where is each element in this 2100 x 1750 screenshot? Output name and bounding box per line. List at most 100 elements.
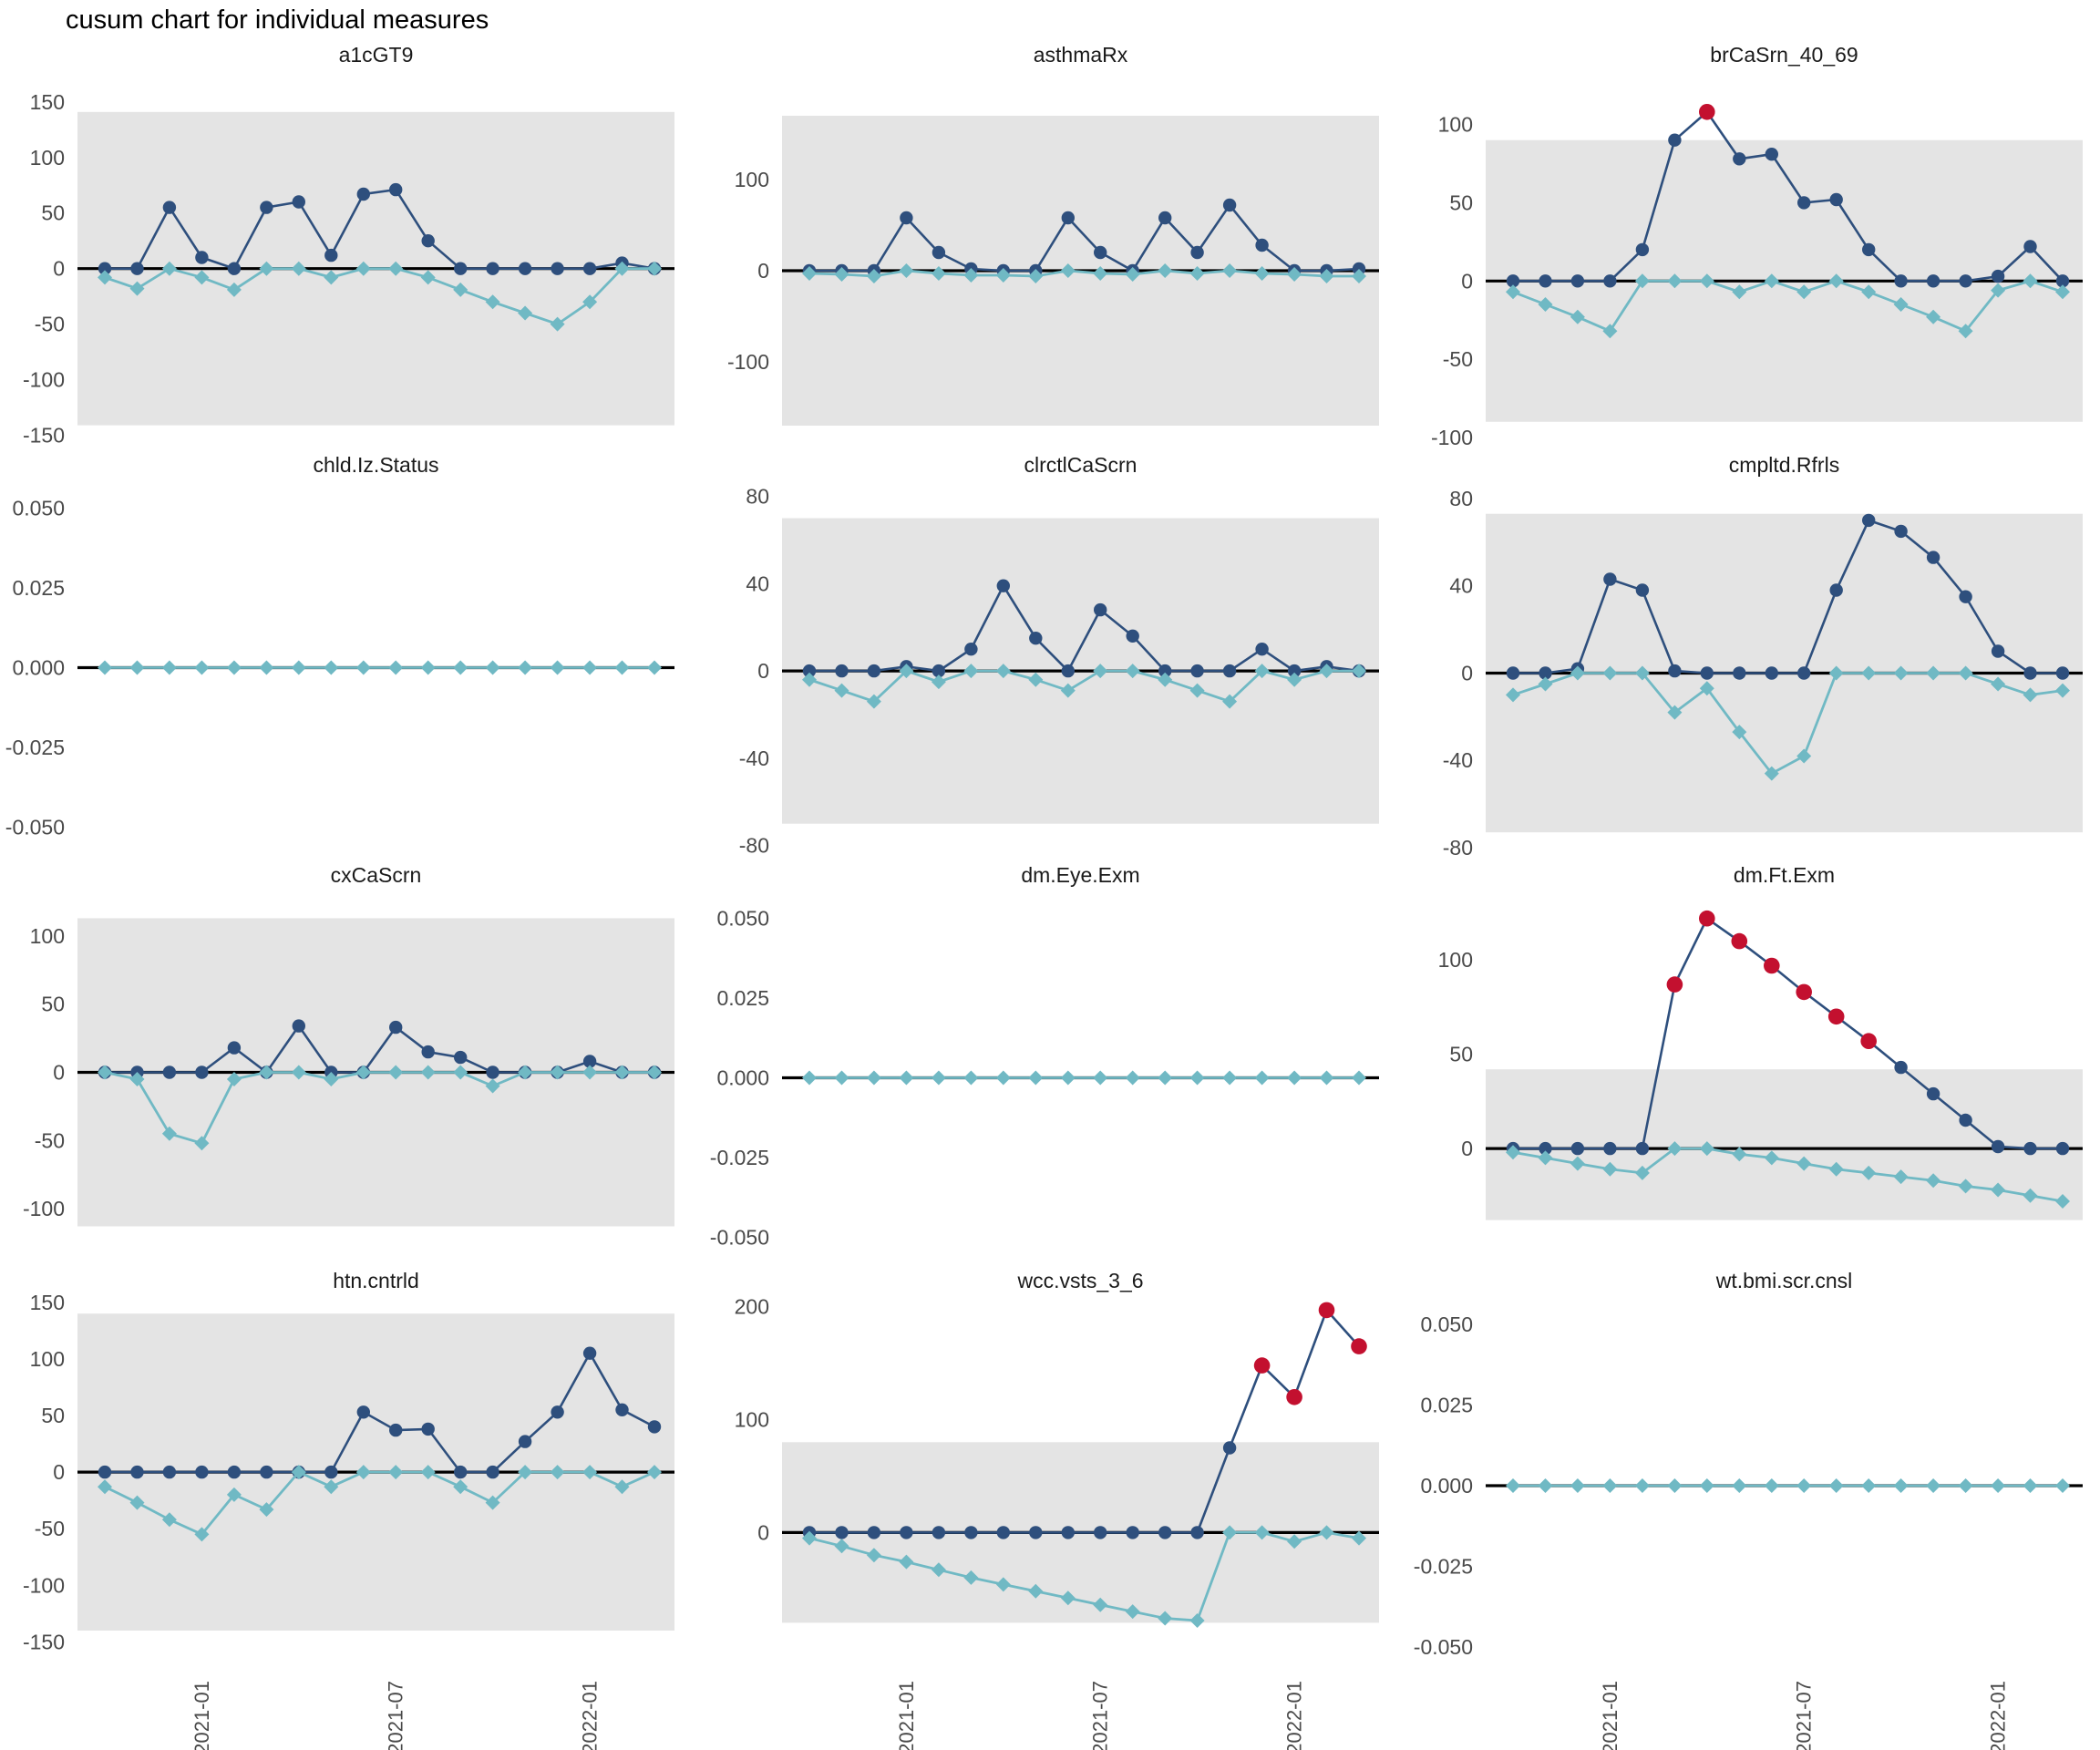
y-tick-label: 200 [735,1295,769,1319]
upper-point [2023,240,2037,253]
lower-point [161,660,177,675]
signal-point [1827,1008,1845,1025]
lower-point [1828,665,1844,681]
lower-point [388,261,404,276]
upper-point [1829,192,1843,207]
upper-point [292,1019,305,1033]
lower-point [291,660,306,675]
upper-point [1991,644,2005,658]
upper-point [835,664,849,678]
upper-point [162,1465,177,1479]
lower-point [1893,297,1909,312]
lower-point [1254,266,1270,281]
y-tick-label: -0.050 [710,1225,769,1249]
upper-point [260,1465,273,1479]
lower-point [194,1527,210,1542]
lower-point [129,1495,145,1510]
lower-point [1222,1525,1238,1540]
upper-point [1894,524,1908,539]
lower-point [1667,705,1683,720]
upper-point [1635,583,1650,597]
facet-title: brCaSrn_40_69 [1710,43,1858,67]
facet-title: dm.Eye.Exm [1021,863,1139,887]
lower-point [1732,284,1747,300]
lower-point [485,1078,500,1094]
lower-point [1093,1597,1108,1612]
upper-point [1926,274,1940,288]
lower-point [1319,664,1334,679]
upper-point [1255,238,1269,252]
lower-point [420,660,436,675]
upper-point [1603,274,1617,288]
upper-point [356,187,370,201]
y-tick-label: 0.050 [716,907,769,931]
upper-point [130,1465,144,1479]
lower-point [582,1465,598,1480]
lower-point [1352,664,1366,679]
upper-point [2023,1141,2037,1156]
lower-point [1506,284,1520,300]
upper-point [195,251,209,264]
lower-point [1893,665,1909,681]
upper-point [227,1465,242,1479]
lower-point [355,660,371,675]
lower-point [1699,273,1714,289]
y-tick-label: 0 [757,259,769,283]
lower-point [453,660,468,675]
lower-point [226,660,242,675]
y-tick-label: -100 [1431,426,1473,449]
lower-point [1602,665,1618,681]
upper-point [1765,148,1778,161]
lower-point [1991,1182,2006,1198]
upper-point [582,1055,597,1068]
lower-point [1926,1478,1941,1493]
lower-point [582,1065,598,1080]
lower-point [995,1577,1011,1592]
upper-point [1539,1141,1552,1156]
lower-point [1254,1525,1270,1540]
lower-point [1352,269,1366,283]
y-tick-label: 100 [30,146,65,170]
signal-point [1699,104,1715,120]
upper-point [835,1526,849,1539]
facet-chart-wcc.vsts_3_6: wcc.vsts_3_6 200 100 0 2021-01 2021-07 2022-01 [735,1269,1379,1750]
upper-point [1222,198,1237,212]
lower-point [1861,1165,1877,1180]
lower-point [963,1570,979,1585]
upper-point [1959,590,1972,603]
x-tick-label: 2021-07 [385,1681,407,1750]
upper-point [1506,666,1520,680]
lower-point [194,270,210,285]
upper-point [932,245,946,260]
lower-point [1991,283,2006,298]
lower-point [1958,665,1973,681]
lower-point [420,270,436,285]
y-tick-label: -80 [739,834,769,858]
lower-point [1958,1478,1973,1493]
upper-point [1094,602,1107,617]
lower-point [1602,1478,1618,1493]
upper-point [1894,274,1908,288]
lower-point [161,1512,177,1528]
y-tick-label: -50 [35,313,65,336]
lower-point [1796,748,1812,764]
facet-chart-chld.Iz.Status: chld.Iz.Status 0.050 0.025 0.000 -0.025 -0.05… [5,453,674,839]
lower-point [1926,665,1941,681]
facet-chart-dm.Ft.Exm: dm.Ft.Exm 100 50 0 [1438,863,2083,1220]
lower-point [866,694,881,709]
lower-point [1060,1590,1076,1606]
upper-point [1733,666,1746,680]
lower-point [420,1465,436,1480]
lower-point [2055,1194,2070,1209]
lower-point [324,660,339,675]
upper-point [1126,1526,1139,1539]
lower-point [550,316,565,332]
y-tick-label: 40 [746,571,769,595]
y-tick-label: 50 [41,1404,65,1427]
lower-point [98,1479,112,1495]
upper-point [1094,1526,1107,1539]
lower-point [1352,1530,1366,1546]
lower-point [1287,267,1302,282]
lower-point [1319,1070,1334,1086]
upper-point [1668,133,1682,147]
